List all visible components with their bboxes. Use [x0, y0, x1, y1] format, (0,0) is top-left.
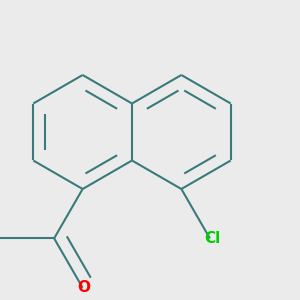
Text: Cl: Cl: [205, 231, 221, 246]
Text: O: O: [78, 280, 91, 295]
